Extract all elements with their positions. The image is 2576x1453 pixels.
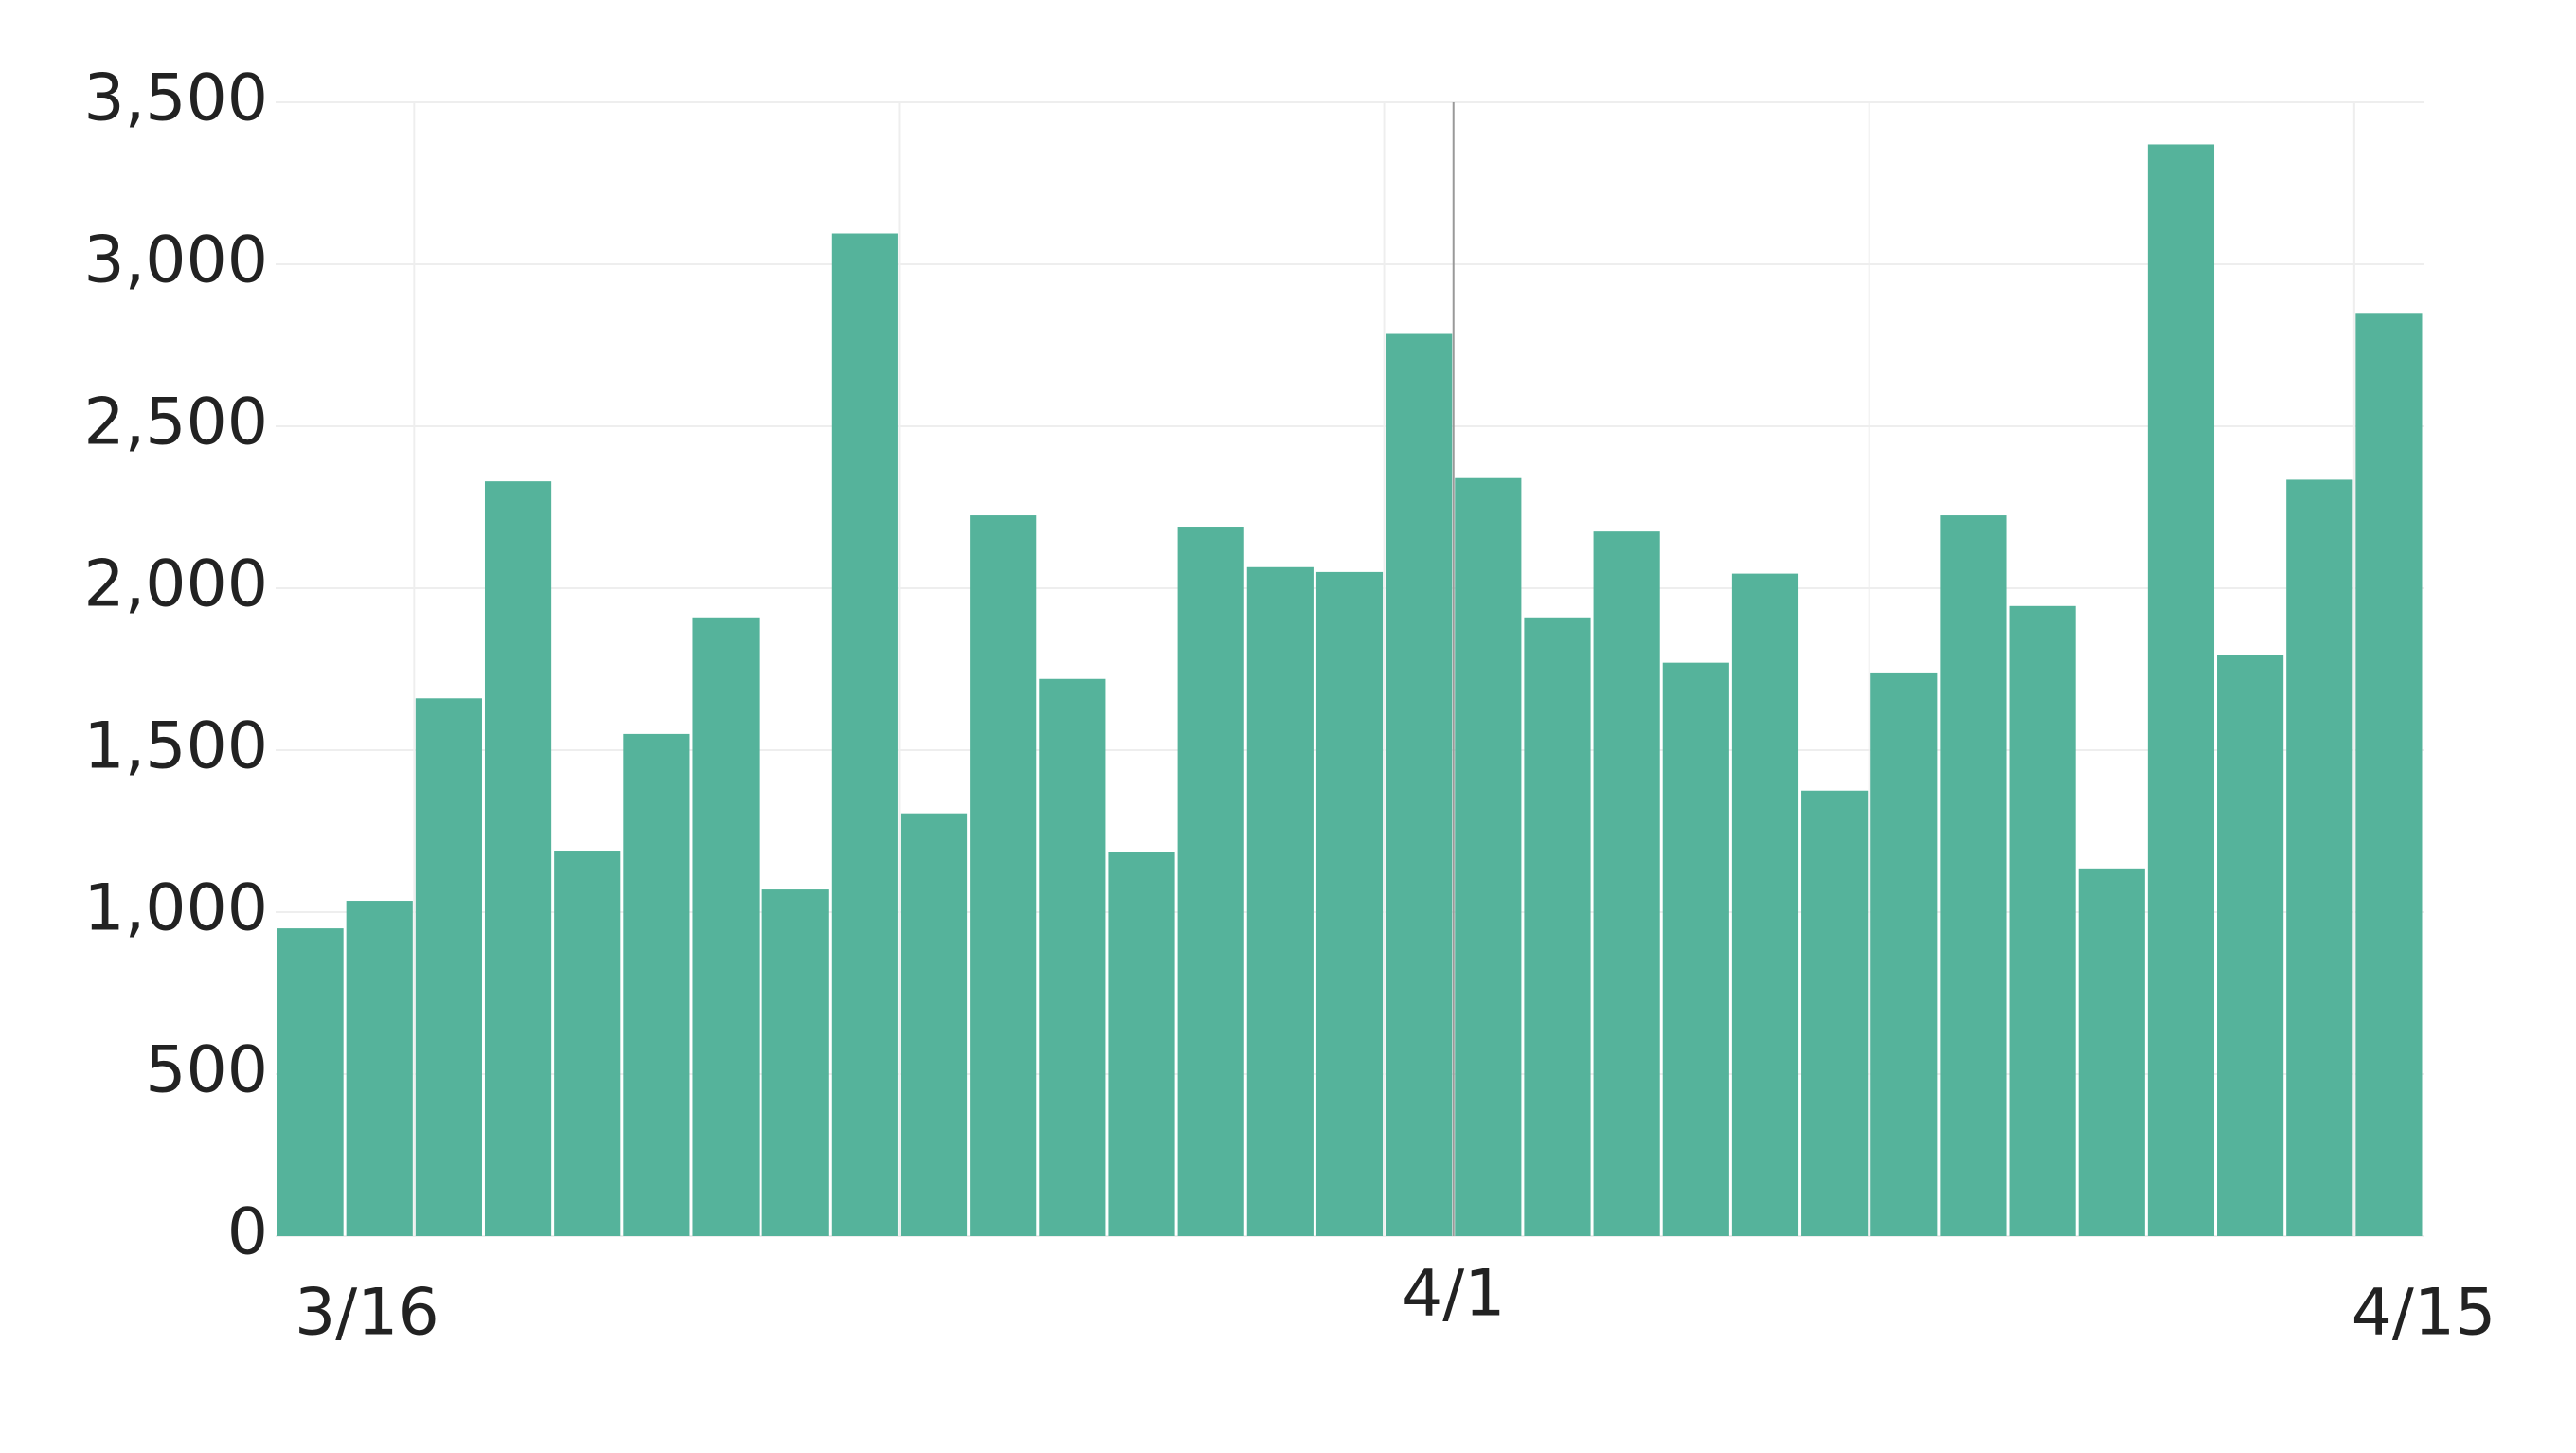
bar — [2078, 868, 2145, 1236]
bar — [1108, 852, 1175, 1236]
bar — [623, 733, 690, 1236]
bar — [2009, 605, 2076, 1236]
bar — [484, 481, 552, 1236]
y-tick-label: 3,000 — [83, 224, 268, 298]
bar — [831, 233, 898, 1236]
y-tick-label: 2,500 — [83, 386, 268, 460]
bar — [1315, 571, 1384, 1236]
bar — [2286, 479, 2353, 1236]
bar — [1731, 573, 1799, 1236]
bar — [1940, 515, 2007, 1236]
bar — [970, 515, 1037, 1236]
bar — [554, 851, 621, 1236]
bar — [761, 889, 829, 1236]
bar — [1662, 662, 1729, 1236]
bar — [1246, 566, 1314, 1236]
bar — [1177, 527, 1244, 1236]
bar — [1801, 790, 1869, 1236]
y-tick-label: 3,500 — [83, 62, 268, 136]
bar — [1524, 617, 1591, 1236]
y-tick-label: 500 — [145, 1033, 268, 1108]
y-tick-label: 1,500 — [83, 709, 268, 784]
bar — [900, 813, 968, 1236]
bar — [2217, 655, 2284, 1236]
bar — [2147, 144, 2215, 1237]
bar — [692, 617, 760, 1236]
bar — [2355, 313, 2423, 1236]
bar — [1386, 333, 1453, 1236]
bar — [1870, 672, 1938, 1236]
bar — [415, 698, 482, 1236]
x-tick-label: 3/16 — [295, 1276, 439, 1351]
x-tick-label: 4/1 — [1402, 1257, 1505, 1332]
bar — [1455, 477, 1522, 1237]
bar — [346, 901, 413, 1236]
bar — [1039, 678, 1106, 1236]
y-tick-label: 1,000 — [83, 871, 268, 946]
bar — [277, 928, 344, 1236]
x-tick-label: 4/15 — [2352, 1276, 2496, 1351]
y-tick-label: 2,000 — [83, 547, 268, 622]
bar — [1593, 531, 1660, 1236]
y-tick-label: 0 — [227, 1195, 268, 1270]
